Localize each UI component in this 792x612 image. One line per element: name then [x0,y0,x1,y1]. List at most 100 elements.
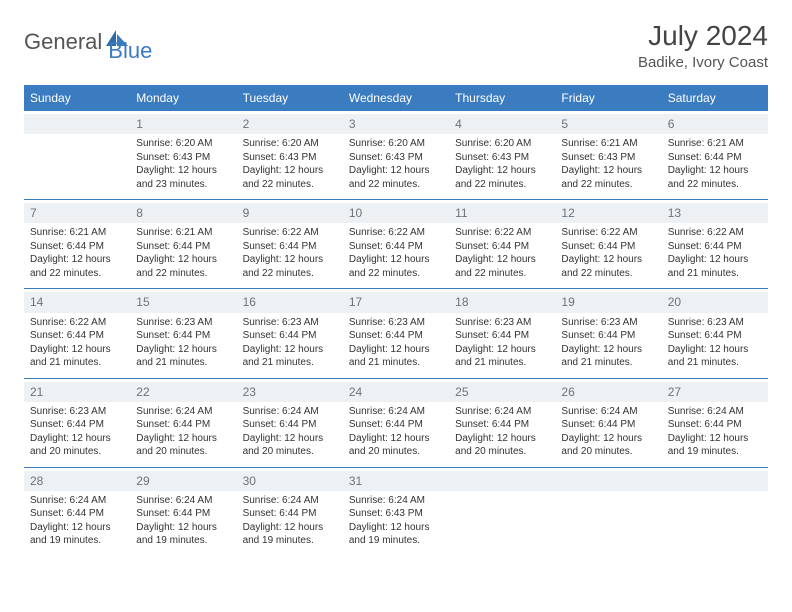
month-title: July 2024 [638,20,768,52]
calendar-week: 14Sunrise: 6:22 AMSunset: 6:44 PMDayligh… [24,288,768,377]
calendar-cell: 17Sunrise: 6:23 AMSunset: 6:44 PMDayligh… [343,289,449,377]
sunrise-text: Sunrise: 6:20 AM [349,137,443,151]
day-number: 12 [555,203,661,223]
title-block: July 2024 Badike, Ivory Coast [638,20,768,71]
calendar-cell: 31Sunrise: 6:24 AMSunset: 6:43 PMDayligh… [343,468,449,556]
day-number: 26 [555,382,661,402]
daylight-text: Daylight: 12 hours and 22 minutes. [349,253,443,280]
sunrise-text: Sunrise: 6:21 AM [30,226,124,240]
calendar-cell: 8Sunrise: 6:21 AMSunset: 6:44 PMDaylight… [130,200,236,288]
day-number: 4 [449,114,555,134]
day-number: 24 [343,382,449,402]
sunset-text: Sunset: 6:44 PM [668,240,762,254]
calendar-cell: 28Sunrise: 6:24 AMSunset: 6:44 PMDayligh… [24,468,130,556]
calendar-cell: 25Sunrise: 6:24 AMSunset: 6:44 PMDayligh… [449,379,555,467]
daylight-text: Daylight: 12 hours and 20 minutes. [349,432,443,459]
day-number: 30 [237,471,343,491]
location-label: Badike, Ivory Coast [638,54,768,71]
sunrise-text: Sunrise: 6:22 AM [455,226,549,240]
daylight-text: Daylight: 12 hours and 21 minutes. [668,343,762,370]
daylight-text: Daylight: 12 hours and 22 minutes. [30,253,124,280]
day-number: 28 [24,471,130,491]
sunrise-text: Sunrise: 6:23 AM [455,316,549,330]
daylight-text: Daylight: 12 hours and 19 minutes. [349,521,443,548]
sunrise-text: Sunrise: 6:23 AM [136,316,230,330]
sunrise-text: Sunrise: 6:24 AM [243,405,337,419]
day-number: . [555,471,661,491]
sunrise-text: Sunrise: 6:21 AM [668,137,762,151]
logo-word-2: Blue [108,38,152,64]
day-number: . [662,471,768,491]
calendar-cell: 19Sunrise: 6:23 AMSunset: 6:44 PMDayligh… [555,289,661,377]
sunrise-text: Sunrise: 6:24 AM [561,405,655,419]
sunset-text: Sunset: 6:44 PM [30,329,124,343]
sunset-text: Sunset: 6:44 PM [668,151,762,165]
weekday-label: Tuesday [237,86,343,110]
sunset-text: Sunset: 6:44 PM [561,240,655,254]
sunrise-text: Sunrise: 6:20 AM [455,137,549,151]
daylight-text: Daylight: 12 hours and 22 minutes. [243,164,337,191]
day-number: 27 [662,382,768,402]
daylight-text: Daylight: 12 hours and 21 minutes. [668,253,762,280]
day-number: 7 [24,203,130,223]
calendar-cell: 3Sunrise: 6:20 AMSunset: 6:43 PMDaylight… [343,111,449,199]
sunset-text: Sunset: 6:44 PM [30,418,124,432]
sunset-text: Sunset: 6:43 PM [349,507,443,521]
day-number: 19 [555,292,661,312]
calendar-week: .1Sunrise: 6:20 AMSunset: 6:43 PMDayligh… [24,110,768,199]
sunrise-text: Sunrise: 6:22 AM [668,226,762,240]
daylight-text: Daylight: 12 hours and 21 minutes. [349,343,443,370]
daylight-text: Daylight: 12 hours and 22 minutes. [561,164,655,191]
sunset-text: Sunset: 6:44 PM [136,507,230,521]
sunset-text: Sunset: 6:44 PM [455,329,549,343]
day-number: 21 [24,382,130,402]
sunrise-text: Sunrise: 6:24 AM [349,405,443,419]
sunrise-text: Sunrise: 6:24 AM [136,494,230,508]
daylight-text: Daylight: 12 hours and 21 minutes. [30,343,124,370]
daylight-text: Daylight: 12 hours and 21 minutes. [455,343,549,370]
daylight-text: Daylight: 12 hours and 22 minutes. [349,164,443,191]
day-number: 15 [130,292,236,312]
calendar-week: 7Sunrise: 6:21 AMSunset: 6:44 PMDaylight… [24,199,768,288]
sunrise-text: Sunrise: 6:22 AM [243,226,337,240]
calendar-cell: 21Sunrise: 6:23 AMSunset: 6:44 PMDayligh… [24,379,130,467]
sunset-text: Sunset: 6:44 PM [349,329,443,343]
calendar-cell: 16Sunrise: 6:23 AMSunset: 6:44 PMDayligh… [237,289,343,377]
day-number: . [24,114,130,134]
daylight-text: Daylight: 12 hours and 21 minutes. [136,343,230,370]
sunset-text: Sunset: 6:44 PM [455,240,549,254]
sunrise-text: Sunrise: 6:22 AM [30,316,124,330]
daylight-text: Daylight: 12 hours and 22 minutes. [455,164,549,191]
calendar-cell: 24Sunrise: 6:24 AMSunset: 6:44 PMDayligh… [343,379,449,467]
calendar-cell: 15Sunrise: 6:23 AMSunset: 6:44 PMDayligh… [130,289,236,377]
day-number: 16 [237,292,343,312]
sunset-text: Sunset: 6:44 PM [136,418,230,432]
sunset-text: Sunset: 6:44 PM [30,507,124,521]
calendar-cell: . [24,111,130,199]
calendar-cell: 11Sunrise: 6:22 AMSunset: 6:44 PMDayligh… [449,200,555,288]
weekday-label: Sunday [24,86,130,110]
logo-word-1: General [24,29,102,55]
weekday-label: Saturday [662,86,768,110]
day-number: 25 [449,382,555,402]
calendar-cell: 5Sunrise: 6:21 AMSunset: 6:43 PMDaylight… [555,111,661,199]
calendar-cell: 26Sunrise: 6:24 AMSunset: 6:44 PMDayligh… [555,379,661,467]
day-number: 13 [662,203,768,223]
sunrise-text: Sunrise: 6:22 AM [561,226,655,240]
daylight-text: Daylight: 12 hours and 20 minutes. [136,432,230,459]
daylight-text: Daylight: 12 hours and 21 minutes. [561,343,655,370]
sunrise-text: Sunrise: 6:24 AM [668,405,762,419]
sunrise-text: Sunrise: 6:23 AM [668,316,762,330]
sunrise-text: Sunrise: 6:22 AM [349,226,443,240]
daylight-text: Daylight: 12 hours and 22 minutes. [136,253,230,280]
weekday-label: Monday [130,86,236,110]
sunset-text: Sunset: 6:44 PM [243,329,337,343]
sunrise-text: Sunrise: 6:24 AM [136,405,230,419]
sunset-text: Sunset: 6:44 PM [30,240,124,254]
logo: General Blue [24,20,152,64]
sunrise-text: Sunrise: 6:24 AM [455,405,549,419]
sunset-text: Sunset: 6:44 PM [243,240,337,254]
page-header: General Blue July 2024 Badike, Ivory Coa… [24,20,768,71]
sunrise-text: Sunrise: 6:24 AM [30,494,124,508]
weekday-label: Wednesday [343,86,449,110]
